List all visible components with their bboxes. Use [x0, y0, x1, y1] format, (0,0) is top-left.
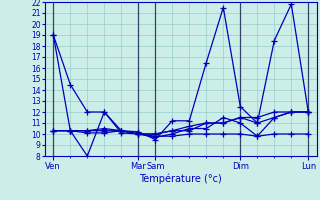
X-axis label: Température (°c): Température (°c) [140, 173, 222, 184]
